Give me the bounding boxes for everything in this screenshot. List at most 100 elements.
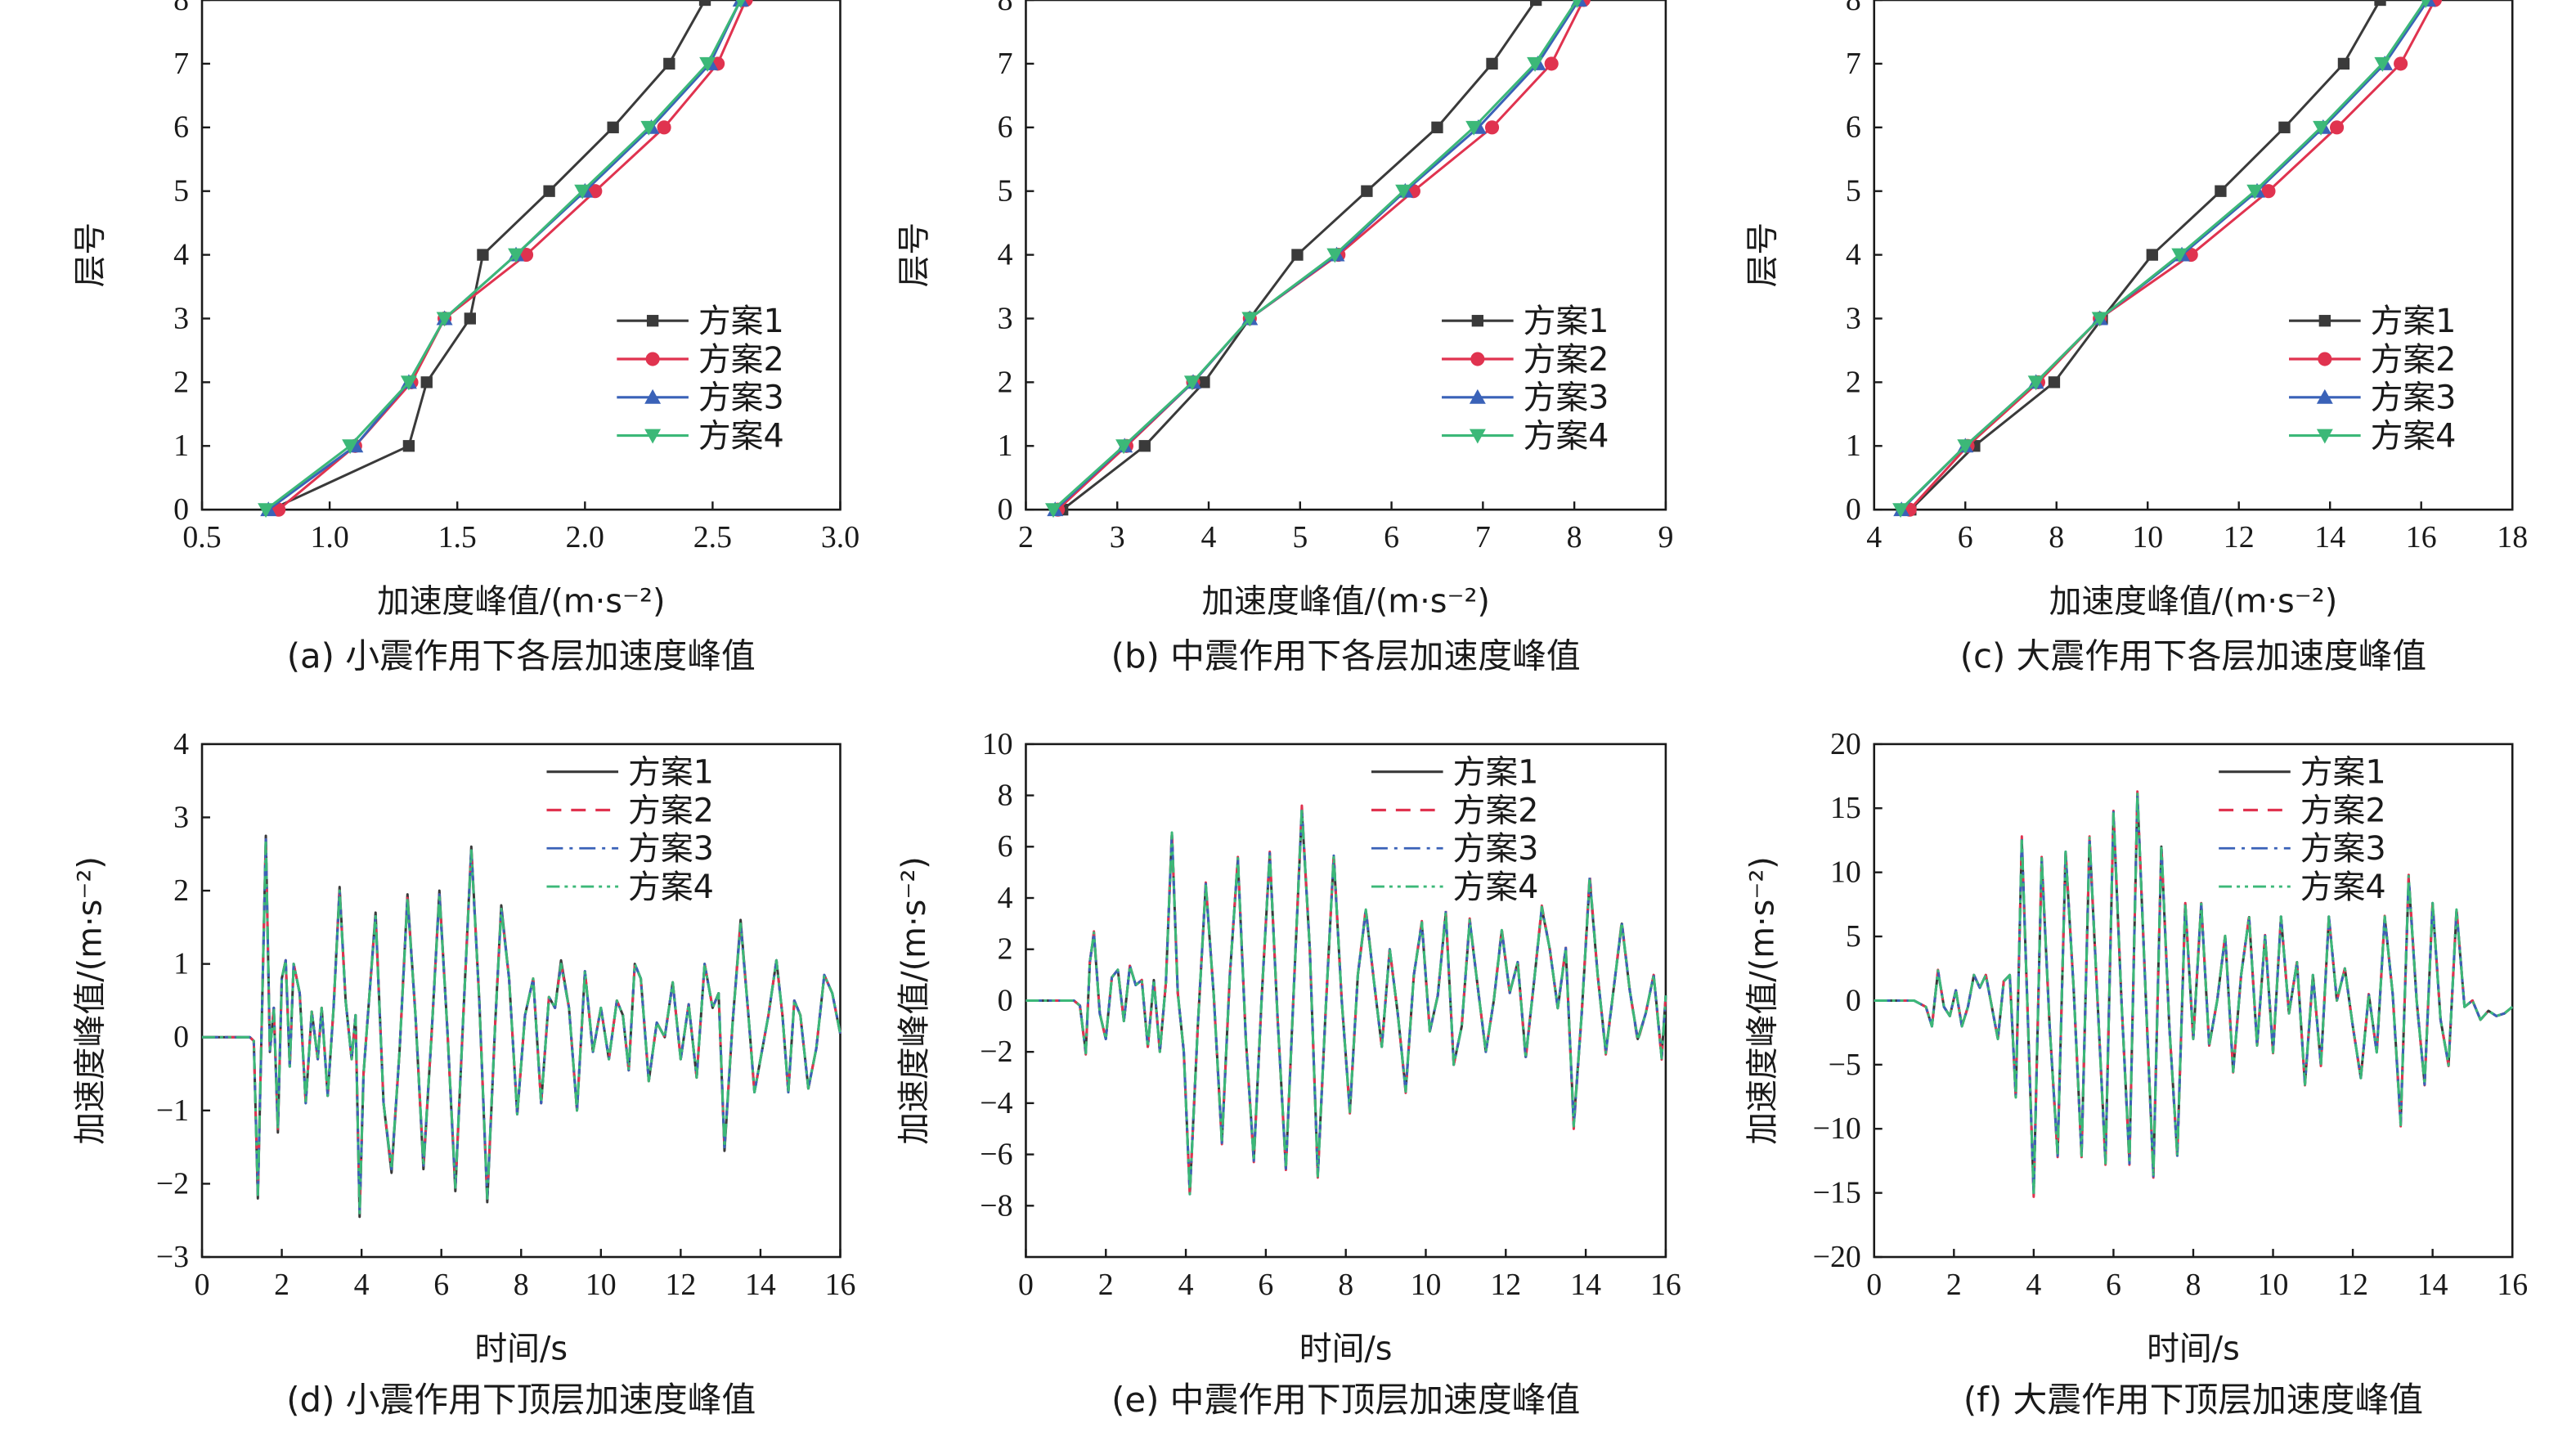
data-point [646,315,659,327]
x-tick-label: 2 [1098,1268,1114,1302]
data-point [2316,388,2333,404]
x-tick-label: 16 [2497,1268,2528,1302]
data-point [2330,120,2345,135]
x-tick-label: 14 [1570,1268,1601,1302]
legend-label-4: 方案4 [1453,869,1539,906]
data-point [2146,249,2158,261]
x-tick-label: 0 [1866,1268,1882,1302]
data-point [1115,439,1133,455]
data-point [1361,185,1373,197]
y-tick-label: 3 [998,301,1013,335]
data-point [2421,0,2430,8]
y-tick-label: 8 [998,0,1013,17]
data-point [2318,352,2332,366]
legend-label-1: 方案1 [2300,754,2386,792]
y-tick-label: 2 [173,365,189,399]
y-tick-label: 4 [998,881,1013,915]
legend-label-1: 方案1 [1453,754,1539,792]
y-tick-label: 8 [1846,0,1861,17]
data-point [1572,0,1582,8]
y-tick-label: 6 [1846,110,1861,145]
y-tick-label: 8 [173,0,189,17]
y-tick-label: 0 [998,492,1013,527]
x-tick-label: 2.5 [693,520,732,554]
legend-label-1: 方案1 [1524,303,1609,340]
data-point [2278,121,2291,133]
y-tick-label: 10 [982,727,1013,761]
data-point [2374,0,2386,7]
series-group [1874,790,2514,1198]
data-point [1431,121,1443,133]
x-tick-label: 4 [354,1268,370,1302]
panel-caption: (e) 中震作用下顶层加速度峰值 [1111,1380,1580,1420]
figure-background [23,0,2553,1441]
panel-caption: (f) 大震作用下顶层加速度峰值 [1963,1380,2423,1420]
data-point [2337,57,2350,70]
y-tick-label: 3 [173,301,189,335]
series-group [1045,0,1591,518]
y-tick-label: −15 [1813,1176,1861,1210]
y-axis-label: 层号 [72,222,110,288]
data-point [508,248,524,263]
series-line-4 [202,837,841,1214]
data-point [420,376,433,388]
y-axis-label: 层号 [895,222,933,288]
y-axis-label: 层号 [1744,222,1781,288]
x-tick-label: 7 [1475,520,1491,554]
y-tick-label: 10 [1830,855,1861,890]
data-point [518,248,534,263]
data-point [2394,56,2408,71]
y-tick-label: 0 [998,983,1013,1017]
legend-label-4: 方案4 [628,869,714,906]
x-axis-label: 时间/s [2147,1330,2240,1367]
data-point [2027,375,2044,391]
data-point [543,185,555,197]
data-point [342,439,359,455]
data-point [644,388,662,404]
x-axis-label: 时间/s [474,1330,568,1367]
data-point [1291,249,1304,261]
data-point [464,312,476,325]
y-axis-label: 加速度峰值/(m·s⁻²) [1744,856,1781,1145]
x-tick-label: 1.0 [310,520,348,554]
data-point [1484,120,1500,135]
data-point [1183,375,1200,391]
x-tick-label: 8 [1338,1268,1353,1302]
y-tick-label: −1 [156,1093,189,1128]
legend-label-2: 方案2 [2300,792,2386,829]
legend-label-2: 方案2 [1524,341,1609,379]
y-tick-label: 2 [998,365,1013,399]
data-point [258,503,275,518]
x-tick-label: 0.5 [182,520,221,554]
data-point [2261,184,2276,199]
x-tick-label: 1.5 [438,520,477,554]
y-tick-label: 4 [1846,238,1861,272]
legend-label-4: 方案4 [2300,869,2386,906]
y-tick-label: 6 [998,110,1013,145]
data-point [1486,57,1498,70]
x-tick-label: 10 [2258,1268,2289,1302]
legend-label-3: 方案3 [1524,379,1609,417]
data-point [1469,388,1486,404]
axis-ticks: 2 3 4 5 6 7 8 9 0 1 2 3 4 5 6 7 8 [998,0,1673,554]
x-tick-label: 18 [2497,520,2528,554]
x-tick-label: 6 [1258,1268,1273,1302]
y-tick-label: 6 [173,110,189,145]
x-tick-label: 2 [1946,1268,1962,1302]
y-tick-label: −8 [980,1188,1012,1223]
panel-caption: (a) 小震作用下各层加速度峰值 [287,635,756,676]
series-line-4 [1874,791,2514,1197]
x-tick-label: 8 [1567,520,1582,554]
data-point [588,184,603,199]
y-tick-label: 1 [173,947,189,981]
axis-ticks: 0 2 4 6 8 10 12 14 16 −8 −6 −4 −2 0 2 4 6 8 10 [980,727,1681,1302]
data-point [2318,315,2331,327]
x-tick-label: 0 [1018,1268,1034,1302]
y-tick-label: 15 [1830,791,1861,825]
legend-label-4: 方案4 [698,418,784,456]
y-tick-label: 5 [998,174,1013,209]
